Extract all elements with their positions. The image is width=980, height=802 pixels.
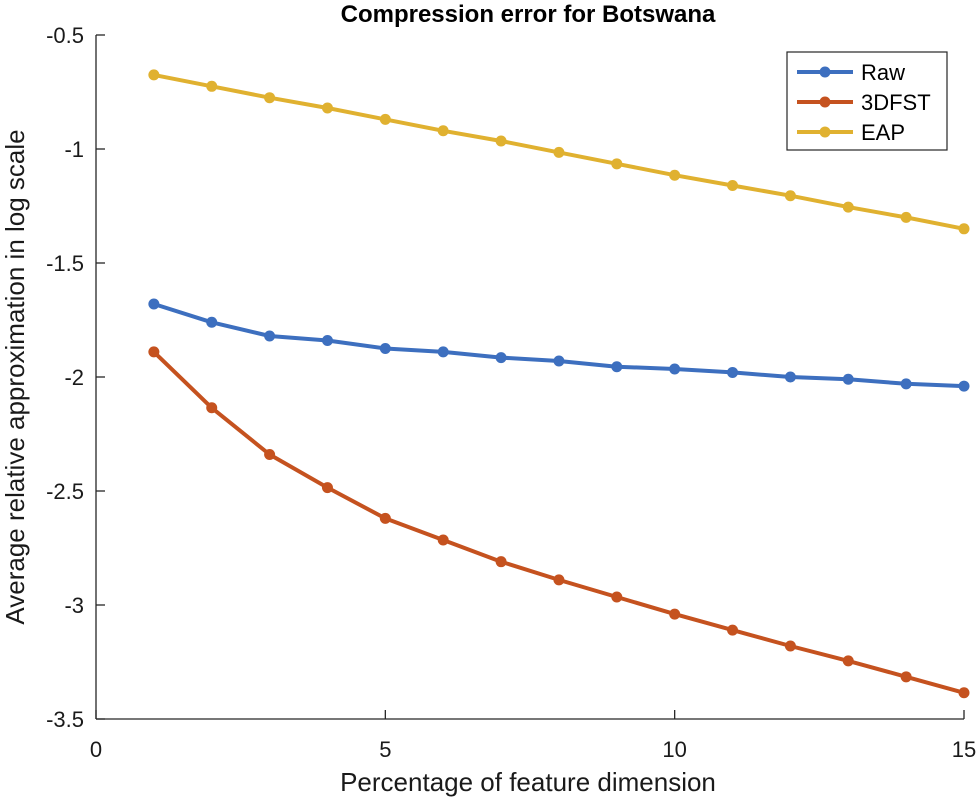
data-point: [900, 378, 912, 390]
data-point: [148, 69, 160, 81]
data-point: [611, 158, 623, 170]
legend: Raw 3DFST EAP: [786, 51, 948, 151]
data-point: [379, 113, 391, 125]
data-point: [958, 687, 970, 699]
data-point: [437, 534, 449, 546]
data-point: [321, 335, 333, 347]
y-tick-label: -1.5: [46, 251, 84, 276]
y-axis-title: Average relative approximation in log sc…: [0, 129, 30, 624]
data-point: [264, 449, 276, 461]
y-tick-label: -3.5: [46, 707, 84, 732]
series-layer: [148, 69, 970, 699]
data-point: [669, 363, 681, 375]
y-tick-label: -2: [64, 365, 84, 390]
x-tick-label: 5: [379, 737, 391, 762]
y-tick-label: -0.5: [46, 23, 84, 48]
data-point: [495, 135, 507, 147]
data-point: [495, 556, 507, 568]
data-point: [148, 298, 160, 310]
data-point: [611, 591, 623, 603]
data-point: [206, 80, 218, 92]
y-tick-label: -1: [64, 137, 84, 162]
y-tick-label: -3: [64, 593, 84, 618]
legend-label: Raw: [861, 60, 905, 85]
data-point: [784, 190, 796, 202]
data-point: [206, 402, 218, 414]
data-point: [669, 608, 681, 620]
legend-label: EAP: [861, 120, 905, 145]
y-tick-label: -2.5: [46, 479, 84, 504]
legend-marker: [819, 96, 831, 108]
data-point: [784, 640, 796, 652]
legend-label: 3DFST: [861, 90, 931, 115]
data-point: [842, 373, 854, 385]
data-point: [206, 316, 218, 328]
data-point: [900, 211, 912, 223]
data-point: [379, 512, 391, 524]
legend-marker: [819, 66, 831, 78]
data-point: [495, 352, 507, 364]
data-point: [727, 179, 739, 191]
data-point: [264, 330, 276, 342]
data-point: [148, 346, 160, 358]
x-tick-label: 10: [662, 737, 686, 762]
x-axis-title: Percentage of feature dimension: [340, 767, 716, 797]
x-tick-label: 15: [952, 737, 976, 762]
data-point: [669, 169, 681, 181]
data-point: [784, 371, 796, 383]
data-point: [321, 102, 333, 114]
data-point: [553, 355, 565, 367]
series-eap: [148, 69, 970, 235]
chart-title: Compression error for Botswana: [341, 1, 716, 28]
series-3dfst: [148, 346, 970, 699]
plot-axes: 0 5 10 15 -3.5 -3 -2.5 -2 -1.5 -1 -0.5: [46, 23, 976, 762]
series-raw: [148, 298, 970, 392]
data-point: [321, 482, 333, 494]
data-point: [379, 343, 391, 354]
data-point: [437, 346, 449, 358]
data-point: [611, 361, 623, 373]
data-point: [264, 92, 276, 104]
data-point: [727, 366, 739, 378]
x-tick-label: 0: [90, 737, 102, 762]
data-point: [553, 574, 565, 586]
data-point: [842, 201, 854, 213]
data-point: [842, 655, 854, 667]
data-point: [553, 146, 565, 158]
series-line: [151, 302, 966, 389]
data-point: [958, 380, 970, 392]
data-point: [958, 223, 970, 235]
data-point: [900, 671, 912, 683]
legend-marker: [819, 126, 831, 138]
series-line: [151, 349, 966, 695]
data-point: [437, 125, 449, 137]
data-point: [727, 624, 739, 636]
